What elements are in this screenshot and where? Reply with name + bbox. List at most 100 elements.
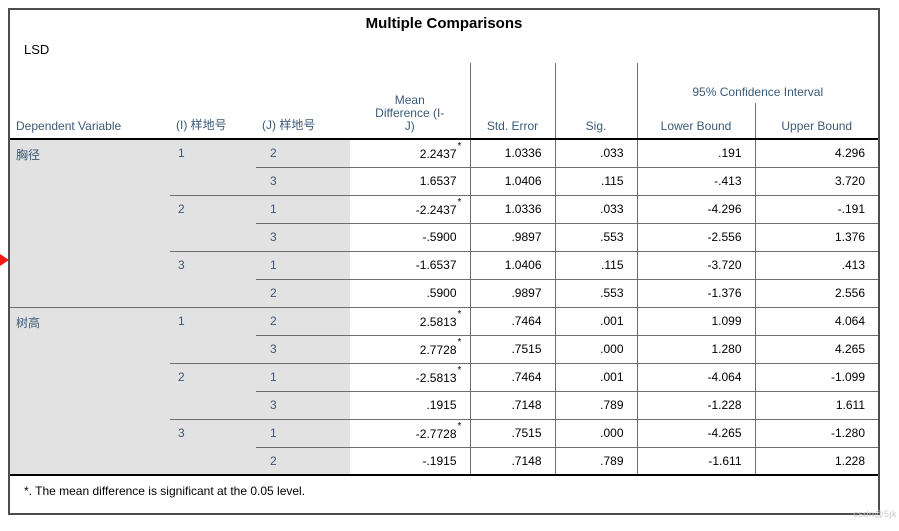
cell-j-group: 2 [256,306,350,335]
cell-mean-difference: -2.2437* [350,194,470,223]
cell-upper-bound: 4.296 [754,139,878,167]
cell-j-group: 3 [256,390,350,419]
cell-j-group: 3 [256,222,350,251]
col-header-confidence-interval: 95% Confidence Interval [636,63,878,103]
col-header-upper-bound: Upper Bound [754,103,878,140]
cell-j-group: 2 [256,139,350,167]
col-header-j-group: (J) 样地号 [256,63,350,140]
cell-sig: .115 [554,250,637,279]
spss-output-frame: Multiple Comparisons LSD Dependent Varia… [8,8,880,515]
cell-upper-bound: 4.265 [754,334,878,363]
cell-upper-bound: .413 [754,250,878,279]
table-row: 3 2.7728* .7515.000 1.280 4.265 [10,334,878,363]
cell-i-group: 3 [170,250,256,307]
cell-std-error: .7464 [469,306,555,335]
table-header: Dependent Variable (I) 样地号 (J) 样地号 Mean … [10,63,878,140]
cell-i-group: 1 [170,139,256,195]
cell-sig: .001 [554,362,637,391]
cell-mean-difference: 2.5813* [350,306,470,335]
table-row: 2 1 -2.2437* 1.0336.033 -4.296 -.191 [10,194,878,251]
cell-mean-difference: .1915 [350,390,470,419]
cell-std-error: 1.0336 [469,139,555,167]
multiple-comparisons-table: Dependent Variable (I) 样地号 (J) 样地号 Mean … [10,63,878,505]
cell-sig: .000 [554,334,637,363]
cell-mean-difference: -2.5813* [350,362,470,391]
cell-i-group: 1 [170,306,256,363]
table-row: 3 1 -1.6537 1.0406.115 -3.720.413 [10,250,878,307]
cell-dependent-variable: 胸径 [10,139,170,307]
cell-sig: .553 [554,222,637,251]
cell-upper-bound: 3.720 [754,166,878,195]
cell-j-group: 2 [256,446,350,475]
cell-sig: .001 [554,306,637,335]
cell-std-error: 1.0406 [469,166,555,195]
significance-footnote: *. The mean difference is significant at… [10,474,878,505]
cell-lower-bound: -2.556 [636,222,755,251]
cell-mean-difference: -2.7728* [350,418,470,447]
cell-upper-bound: 1.611 [754,390,878,419]
cell-i-group: 2 [170,362,256,419]
table-title: Multiple Comparisons [365,15,523,32]
cell-mean-difference: 1.6537 [350,166,470,195]
cell-sig: .033 [554,194,637,223]
cell-mean-difference: -.1915 [350,446,470,475]
cell-j-group: 1 [256,362,350,391]
table-row: 树高 1 2 2.5813* .7464.001 1.099 4.064 [10,306,878,475]
cell-std-error: .9897 [469,278,555,307]
watermark: csdn@5jk [853,509,897,519]
cell-std-error: 1.0406 [469,250,555,279]
cell-j-group: 2 [256,278,350,307]
cell-sig: .033 [554,139,637,167]
col-header-dependent-variable: Dependent Variable [10,63,170,140]
table-row: 2 1 -2.5813* .7464.001 -4.064 -1.099 [10,362,878,419]
table-row: 3 1 -2.7728* .7515.000 -4.265 -1.280 [10,418,878,475]
table-row: 2.5900.9897.553 -1.376 2.556 [10,278,878,307]
table-subtitle: LSD [24,42,50,57]
cell-mean-difference: -1.6537 [350,250,470,279]
cell-upper-bound: -.191 [754,194,878,223]
col-header-std-error: Std. Error [469,63,555,140]
cell-lower-bound: -3.720 [636,250,755,279]
col-header-mean-difference: Mean Difference (I- J) [350,63,470,140]
cell-i-group: 3 [170,418,256,475]
table-row: 3 1.6537 1.0406.115 -.413 3.720 [10,166,878,195]
cell-upper-bound: -1.280 [754,418,878,447]
cell-std-error: .7515 [469,418,555,447]
cell-std-error: .7148 [469,390,555,419]
cell-mean-difference: -.5900 [350,222,470,251]
cell-mean-difference: 2.7728* [350,334,470,363]
table-row: 胸径 1 2 2.2437* 1.0336.033.191 4.296 [10,139,878,307]
cell-lower-bound: -4.064 [636,362,755,391]
cell-upper-bound: 1.376 [754,222,878,251]
cell-i-group: 2 [170,194,256,251]
cell-mean-difference: 2.2437* [350,139,470,167]
cell-sig: .789 [554,390,637,419]
cell-dependent-variable: 树高 [10,306,170,475]
cell-j-group: 1 [256,418,350,447]
cell-j-group: 3 [256,334,350,363]
cell-upper-bound: 1.228 [754,446,878,475]
col-header-i-group: (I) 样地号 [170,63,256,140]
cell-lower-bound: -4.265 [636,418,755,447]
cell-lower-bound: 1.099 [636,306,755,335]
table-body: 胸径 1 2 2.2437* 1.0336.033.191 4.296 3 1.6537 1.0… [10,139,878,475]
cell-upper-bound: 2.556 [754,278,878,307]
cell-lower-bound: -4.296 [636,194,755,223]
cell-lower-bound: -1.376 [636,278,755,307]
table-footer: *. The mean difference is significant at… [10,474,878,505]
cell-upper-bound: 4.064 [754,306,878,335]
cell-std-error: .7464 [469,362,555,391]
cell-lower-bound: -.413 [636,166,755,195]
annotation-arrow-icon [0,254,9,266]
table-row: 2 -.1915.7148.789 -1.611 1.228 [10,446,878,475]
cell-std-error: .9897 [469,222,555,251]
cell-std-error: 1.0336 [469,194,555,223]
cell-lower-bound: -1.228 [636,390,755,419]
cell-j-group: 1 [256,250,350,279]
cell-std-error: .7148 [469,446,555,475]
col-header-sig: Sig. [554,63,637,140]
cell-mean-difference: .5900 [350,278,470,307]
col-header-lower-bound: Lower Bound [636,103,755,140]
table-row: 3 -.5900.9897.553 -2.556 1.376 [10,222,878,251]
